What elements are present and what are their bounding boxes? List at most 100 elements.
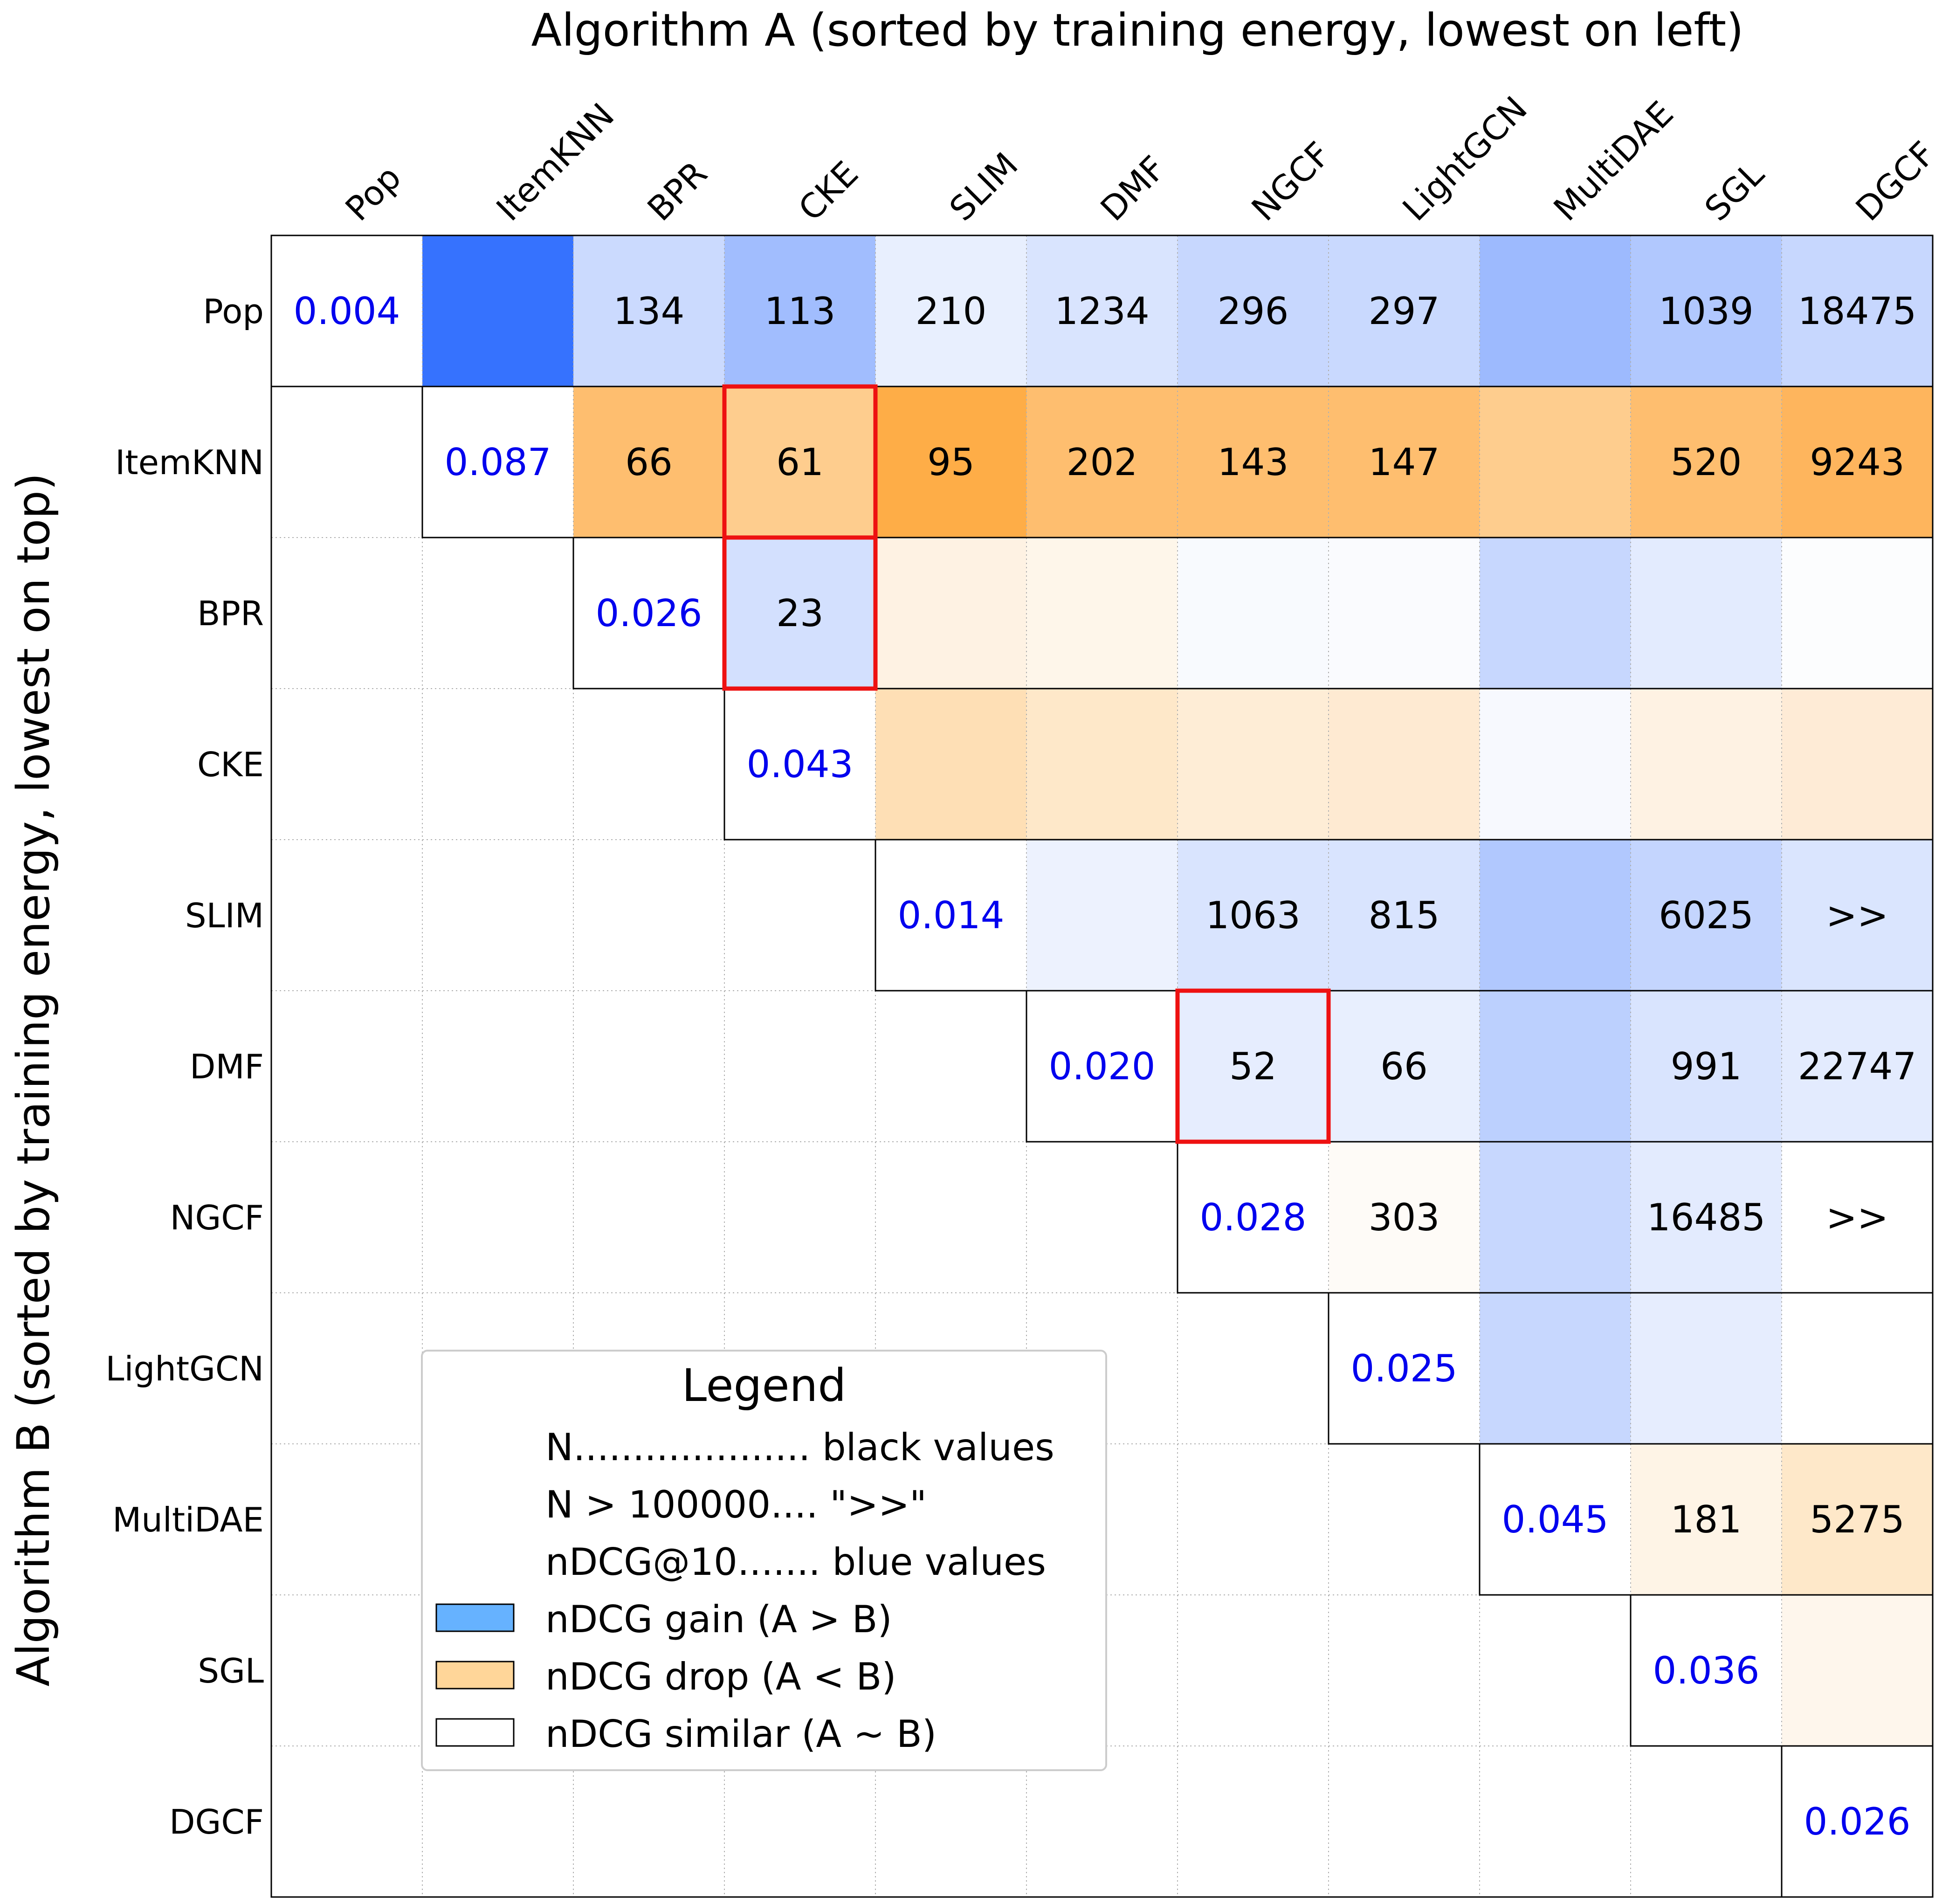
value-label-pop-lightgcn: 297: [1369, 290, 1440, 333]
cell-ngcf-lightgcn: [1329, 1142, 1480, 1293]
cell-bpr-ngcf: [1178, 538, 1329, 689]
ndcg-label-cke: 0.043: [746, 743, 853, 786]
x-tick-label-dgcf: DGCF: [1848, 134, 1943, 228]
value-label-itemknn-cke: 61: [776, 441, 824, 484]
cell-dmf-sgl: [1631, 991, 1782, 1142]
cell-slim-lightgcn: [1329, 840, 1480, 991]
cell-pop-cke: [724, 235, 875, 386]
value-label-bpr-cke: 23: [776, 592, 824, 635]
x-tick-label-slim: SLIM: [942, 145, 1026, 228]
cell-itemknn-slim: [875, 386, 1026, 538]
cell-multidae-dgcf: [1782, 1444, 1933, 1595]
legend-swatch-gain: [435, 1603, 515, 1632]
legend-swatch-similar: [435, 1718, 515, 1747]
cell-bpr-dgcf: [1782, 538, 1933, 689]
value-label-dmf-ngcf: 52: [1229, 1045, 1277, 1088]
cell-cke-multidae: [1480, 689, 1631, 840]
cell-lightgcn-multidae: [1480, 1293, 1631, 1444]
legend-label-drop: nDCG drop (A < B): [545, 1655, 896, 1698]
highlight-boxes: [722, 384, 1331, 1144]
cell-cke-dmf: [1026, 689, 1178, 840]
ndcg-label-ngcf: 0.028: [1199, 1196, 1306, 1239]
ndcg-label-pop: 0.004: [293, 290, 400, 333]
y-axis-title: Algorithm B (sorted by training energy, …: [7, 473, 60, 1686]
cell-pop-dmf: [1026, 235, 1178, 386]
x-tick-label-multidae: MultiDAE: [1546, 94, 1681, 228]
value-label-itemknn-slim: 95: [927, 441, 975, 484]
x-tick-labels: Pop ItemKNN BPR CKE SLIM DMF NGCF LightGCN Multi…: [338, 89, 1943, 228]
value-label-itemknn-bpr: 66: [625, 441, 673, 484]
cell-pop-lightgcn: [1329, 235, 1480, 386]
value-label-pop-dmf: 1234: [1054, 290, 1150, 333]
cell-cke-slim: [875, 689, 1026, 840]
ndcg-label-lightgcn: 0.025: [1350, 1347, 1457, 1390]
value-label-itemknn-lightgcn: 147: [1369, 441, 1440, 484]
legend-entry-black-values: N.................... black values: [545, 1426, 1054, 1469]
y-tick-labels: Pop ItemKNN BPR CKE SLIM DMF NGCF LightGCN Multi…: [105, 292, 264, 1842]
cell-ngcf-dgcf: [1782, 1142, 1933, 1293]
cell-itemknn-dmf: [1026, 386, 1178, 538]
cell-lightgcn-dgcf: [1782, 1293, 1933, 1444]
value-label-multidae-sgl: 181: [1671, 1498, 1742, 1541]
cell-itemknn-sgl: [1631, 386, 1782, 538]
x-tick-label-lightgcn: LightGCN: [1395, 89, 1535, 228]
cell-slim-ngcf: [1178, 840, 1329, 991]
cell-bpr-sgl: [1631, 538, 1782, 689]
cell-bpr-cke: [724, 538, 875, 689]
legend-label-similar: nDCG similar (A ~ B): [545, 1712, 937, 1756]
value-label-pop-slim: 210: [916, 290, 987, 333]
x-tick-label-sgl: SGL: [1697, 154, 1772, 228]
value-label-itemknn-sgl: 520: [1671, 441, 1742, 484]
cell-ngcf-multidae: [1480, 1142, 1631, 1293]
cell-dmf-lightgcn: [1329, 991, 1480, 1142]
value-label-itemknn-dgcf: 9243: [1810, 441, 1905, 484]
cell-pop-itemknn: [422, 235, 573, 386]
cell-cke-ngcf: [1178, 689, 1329, 840]
cell-slim-multidae: [1480, 840, 1631, 991]
y-tick-label-lightgcn: LightGCN: [105, 1349, 264, 1388]
cell-dmf-dgcf: [1782, 991, 1933, 1142]
y-tick-label-dgcf: DGCF: [169, 1802, 264, 1842]
cell-bpr-lightgcn: [1329, 538, 1480, 689]
ndcg-label-dgcf: 0.026: [1804, 1800, 1910, 1843]
cell-slim-dgcf: [1782, 840, 1933, 991]
y-tick-label-multidae: MultiDAE: [112, 1500, 264, 1539]
cell-slim-dmf: [1026, 840, 1178, 991]
cell-itemknn-bpr: [573, 386, 724, 538]
ndcg-label-dmf: 0.020: [1048, 1045, 1155, 1088]
cell-pop-dgcf: [1782, 235, 1933, 386]
x-tick-label-cke: CKE: [791, 154, 866, 229]
cell-bpr-slim: [875, 538, 1026, 689]
cell-cke-dgcf: [1782, 689, 1933, 840]
cell-itemknn-multidae: [1480, 386, 1631, 538]
value-label-pop-bpr: 134: [613, 290, 685, 333]
x-tick-label-itemknn: ItemKNN: [489, 96, 622, 228]
cell-lightgcn-sgl: [1631, 1293, 1782, 1444]
cell-slim-sgl: [1631, 840, 1782, 991]
cell-pop-sgl: [1631, 235, 1782, 386]
ndcg-label-slim: 0.014: [897, 894, 1004, 937]
ndcg-label-bpr: 0.026: [595, 592, 702, 635]
value-label-dmf-lightgcn: 66: [1380, 1045, 1428, 1088]
legend-entry-blue-values: nDCG@10....... blue values: [545, 1540, 1046, 1584]
cell-itemknn-lightgcn: [1329, 386, 1480, 538]
y-tick-label-sgl: SGL: [198, 1651, 264, 1690]
y-tick-label-bpr: BPR: [197, 594, 264, 633]
value-label-pop-cke: 113: [764, 290, 836, 333]
value-label-ngcf-dgcf: >>: [1826, 1196, 1888, 1239]
value-label-ngcf-lightgcn: 303: [1369, 1196, 1440, 1239]
legend-entry-overflow-values: N > 100000.... ">>": [545, 1483, 927, 1526]
value-label-dmf-dgcf: 22747: [1798, 1045, 1917, 1088]
cell-cke-sgl: [1631, 689, 1782, 840]
highlight-box-dmf-ngcf: [1175, 988, 1331, 1144]
y-tick-label-ngcf: NGCF: [170, 1198, 264, 1237]
value-label-ngcf-sgl: 16485: [1647, 1196, 1766, 1239]
value-label-pop-dgcf: 18475: [1798, 290, 1917, 333]
value-label-slim-lightgcn: 815: [1369, 894, 1440, 937]
legend-title: Legend: [682, 1359, 847, 1412]
cell-ngcf-sgl: [1631, 1142, 1782, 1293]
cell-pop-bpr: [573, 235, 724, 386]
legend-frame: [421, 1350, 1107, 1771]
y-tick-label-itemknn: ItemKNN: [115, 443, 264, 482]
